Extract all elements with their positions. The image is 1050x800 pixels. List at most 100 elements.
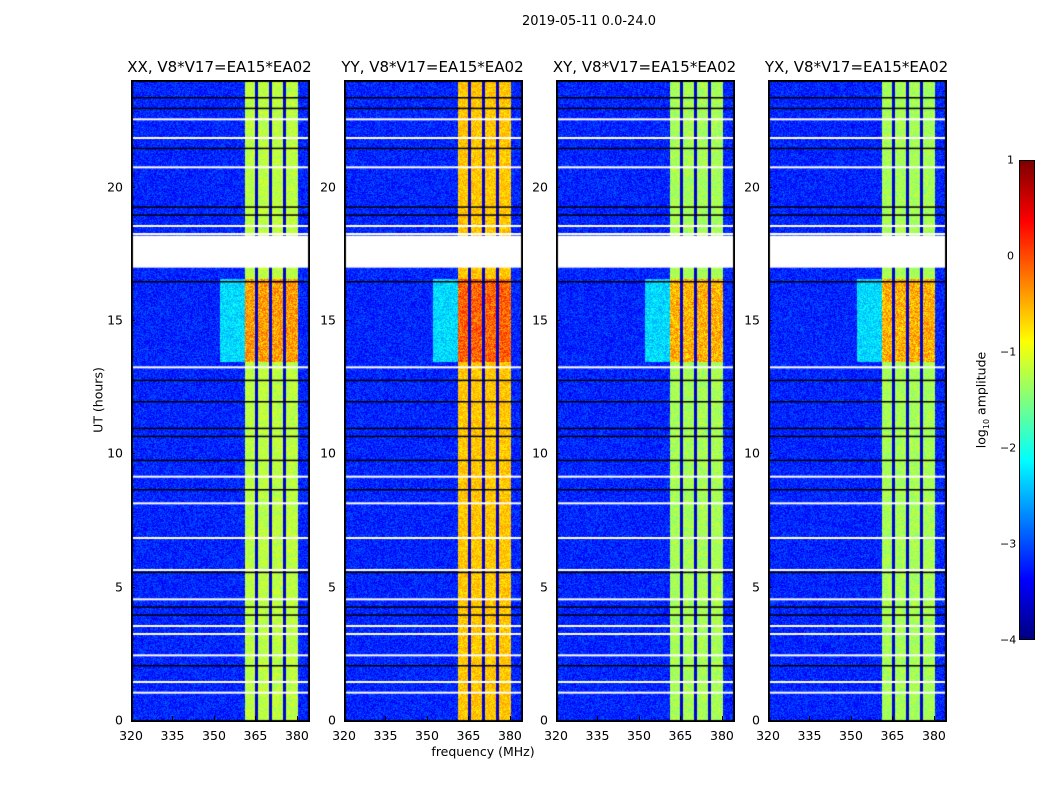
colorbar-tick-label: 1	[1007, 153, 1014, 167]
y-tick-label: 20	[320, 179, 336, 195]
x-tick-label: 380	[710, 728, 734, 743]
waterfall-heatmap	[556, 80, 735, 722]
y-tick-label: 10	[532, 445, 548, 461]
y-tick-label: 20	[744, 179, 760, 195]
x-tick-label: 350	[839, 728, 863, 743]
panel-1: YY, V8*V17=EA15*EA02 320 335 350 365 380 0 5 10 1…	[320, 58, 524, 743]
panel-title: YY, V8*V17=EA15*EA02	[341, 58, 524, 76]
x-tick	[426, 716, 428, 720]
panel-3: YX, V8*V17=EA15*EA02 320 335 350 365 380 0 5 10 1…	[744, 58, 948, 743]
x-tick-label: 320	[332, 728, 356, 743]
y-axis-label: UT (hours)	[90, 367, 106, 433]
y-tick-label: 20	[532, 179, 548, 195]
y-tick-label: 15	[532, 312, 548, 328]
x-tick-label: 320	[119, 728, 143, 743]
y-tick	[556, 186, 560, 188]
colorbar-tick-label: −1	[1000, 345, 1017, 359]
x-tick	[809, 716, 811, 720]
waterfall-heatmap	[768, 80, 947, 722]
y-tick	[131, 720, 135, 721]
y-tick	[768, 586, 772, 588]
x-tick-label: 350	[202, 728, 226, 743]
x-tick	[721, 716, 723, 720]
x-tick-label: 350	[415, 728, 439, 743]
y-tick-label: 0	[328, 712, 336, 728]
x-tick-label: 335	[797, 728, 822, 743]
x-tick	[933, 716, 935, 720]
x-tick	[680, 716, 682, 720]
colorbar-tick-label: 0	[1007, 249, 1014, 263]
y-tick	[768, 453, 772, 455]
x-tick-label: 335	[160, 728, 185, 743]
y-tick	[768, 186, 772, 188]
y-tick	[131, 320, 135, 321]
x-tick-label: 365	[456, 728, 481, 743]
y-tick-label: 0	[540, 712, 548, 728]
y-tick	[768, 720, 772, 721]
y-tick	[556, 453, 560, 455]
y-tick-label: 5	[328, 579, 336, 595]
y-tick	[131, 453, 135, 455]
y-tick	[344, 453, 348, 455]
y-tick-label: 0	[752, 712, 760, 728]
colorbar	[1019, 160, 1035, 640]
x-tick	[509, 716, 511, 720]
x-tick	[296, 716, 298, 720]
x-tick-label: 380	[922, 728, 946, 743]
y-tick-label: 10	[107, 445, 123, 461]
x-tick	[768, 716, 769, 720]
figure-title: 2019-05-11 0.0-24.0	[522, 14, 656, 29]
panel-0: XX, V8*V17=EA15*EA02 320 335 350 365 380 0 5 10 1…	[107, 58, 312, 743]
panel-title: XY, V8*V17=EA15*EA02	[552, 58, 737, 76]
x-tick	[385, 716, 387, 720]
y-tick-label: 5	[540, 579, 548, 595]
y-tick-label: 10	[320, 445, 336, 461]
waterfall-heatmap	[131, 80, 310, 722]
y-tick	[344, 320, 348, 321]
y-tick	[344, 186, 348, 188]
x-tick	[468, 716, 470, 720]
waterfall-heatmap	[344, 80, 523, 722]
y-tick	[131, 186, 135, 188]
x-tick	[213, 716, 215, 720]
x-tick	[850, 716, 852, 720]
y-tick-label: 0	[115, 712, 123, 728]
y-tick-label: 20	[107, 179, 123, 195]
y-tick-label: 10	[744, 445, 760, 461]
y-tick-label: 15	[744, 312, 760, 328]
x-tick-label: 365	[668, 728, 693, 743]
colorbar-tick-label: −3	[1000, 537, 1017, 551]
y-tick-label: 15	[320, 312, 336, 328]
x-tick-label: 320	[756, 728, 780, 743]
x-tick-label: 365	[880, 728, 905, 743]
y-tick-label: 5	[752, 579, 760, 595]
x-tick	[556, 716, 557, 720]
colorbar-label: log10 amplitude	[973, 351, 991, 449]
x-axis-label: frequency (MHz)	[431, 744, 535, 759]
x-tick-label: 350	[627, 728, 651, 743]
panel-title: XX, V8*V17=EA15*EA02	[127, 58, 312, 76]
y-tick	[344, 586, 348, 588]
y-tick	[131, 586, 135, 588]
x-tick	[597, 716, 599, 720]
panel-title: YX, V8*V17=EA15*EA02	[764, 58, 949, 76]
colorbar-tick-label: −4	[1000, 633, 1017, 647]
x-tick-label: 380	[285, 728, 309, 743]
colorbar-tick-label: −2	[1000, 441, 1017, 455]
y-tick	[768, 320, 772, 321]
x-tick	[638, 716, 640, 720]
y-tick	[344, 720, 348, 721]
y-tick	[556, 320, 560, 321]
y-tick	[556, 586, 560, 588]
x-tick	[344, 716, 345, 720]
x-tick-label: 335	[373, 728, 398, 743]
x-tick	[255, 716, 257, 720]
x-tick-label: 320	[544, 728, 568, 743]
x-tick-label: 365	[243, 728, 268, 743]
x-tick	[892, 716, 894, 720]
y-tick	[556, 720, 560, 721]
x-tick	[172, 716, 174, 720]
x-tick-label: 380	[498, 728, 522, 743]
y-tick-label: 15	[107, 312, 123, 328]
